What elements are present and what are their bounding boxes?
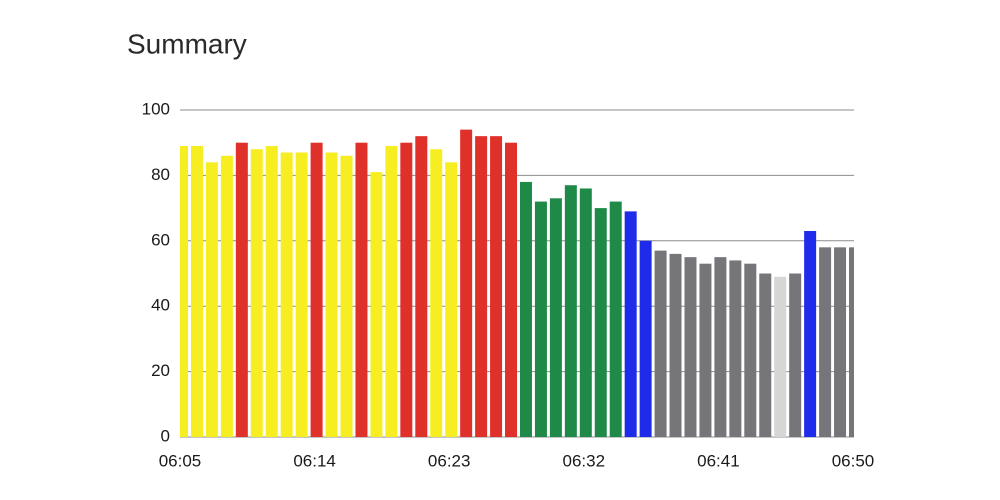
bar xyxy=(729,260,742,437)
bar xyxy=(804,230,817,437)
x-tick-label: 06:50 xyxy=(832,451,875,470)
bar xyxy=(250,149,263,438)
bar xyxy=(519,181,532,437)
y-tick-label: 100 xyxy=(142,99,170,118)
bar xyxy=(609,201,622,437)
chart-title: Summary xyxy=(127,28,247,59)
bar xyxy=(445,162,458,437)
bar xyxy=(624,211,637,437)
bar xyxy=(819,247,832,437)
bar xyxy=(475,136,488,437)
bar xyxy=(774,276,787,437)
bar xyxy=(180,145,188,437)
bar xyxy=(564,185,577,437)
bar xyxy=(744,263,757,437)
bar xyxy=(415,136,428,437)
bar xyxy=(280,152,293,437)
bar xyxy=(205,162,218,437)
x-tick-label: 06:23 xyxy=(428,451,471,470)
bar xyxy=(669,253,682,437)
x-tick-label: 06:41 xyxy=(697,451,740,470)
bar xyxy=(639,240,652,437)
bar xyxy=(370,172,383,437)
bar xyxy=(714,257,727,437)
y-tick-label: 20 xyxy=(151,361,170,380)
x-tick-label: 06:05 xyxy=(159,451,202,470)
bar xyxy=(325,152,338,437)
bar xyxy=(654,250,667,437)
y-tick-label: 0 xyxy=(161,426,170,445)
bar xyxy=(295,152,308,437)
bar xyxy=(549,198,562,437)
bar xyxy=(310,142,323,437)
bar xyxy=(220,155,233,437)
bar xyxy=(759,273,772,437)
bar xyxy=(385,145,398,437)
bar xyxy=(579,188,592,437)
bar xyxy=(460,129,473,437)
bar xyxy=(789,273,802,437)
y-tick-label: 40 xyxy=(151,296,170,315)
bar xyxy=(400,142,413,437)
bar xyxy=(430,149,443,438)
bar xyxy=(849,247,854,437)
bar xyxy=(534,201,547,437)
bar xyxy=(699,263,712,437)
bar xyxy=(235,142,248,437)
x-tick-label: 06:32 xyxy=(563,451,606,470)
bar xyxy=(505,142,518,437)
bar xyxy=(594,208,607,437)
y-tick-label: 60 xyxy=(151,230,170,249)
x-tick-label: 06:14 xyxy=(293,451,336,470)
bar xyxy=(490,136,503,437)
bar xyxy=(355,142,368,437)
bar xyxy=(834,247,847,437)
y-tick-label: 80 xyxy=(151,165,170,184)
bar xyxy=(190,145,203,437)
bar xyxy=(684,257,697,437)
bar xyxy=(340,155,353,437)
bar xyxy=(265,145,278,437)
